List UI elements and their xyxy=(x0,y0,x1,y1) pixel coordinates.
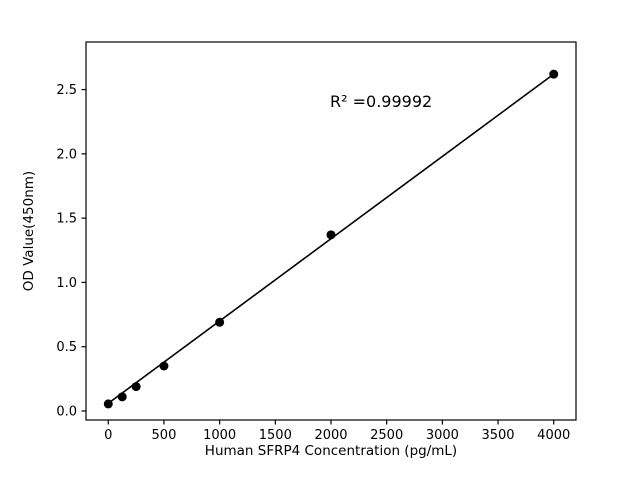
data-point xyxy=(117,392,127,402)
data-point xyxy=(215,317,225,327)
x-tick-label: 3500 xyxy=(481,428,514,443)
data-point xyxy=(131,382,141,392)
data-point xyxy=(103,399,113,409)
x-tick-label: 0 xyxy=(104,428,112,443)
y-tick-label: 0.5 xyxy=(56,340,77,355)
y-tick-label: 1.5 xyxy=(56,212,77,227)
r-squared-annotation: R² =0.99992 xyxy=(330,92,432,111)
data-point xyxy=(549,69,559,79)
x-tick-label: 2500 xyxy=(370,428,403,443)
data-point xyxy=(159,361,169,371)
y-tick-label: 0.0 xyxy=(56,405,77,420)
y-tick-label: 2.0 xyxy=(56,147,77,162)
x-tick-label: 4000 xyxy=(537,428,570,443)
x-tick-label: 1000 xyxy=(203,428,236,443)
x-tick-label: 2000 xyxy=(314,428,347,443)
x-tick-label: 3000 xyxy=(426,428,459,443)
x-tick-label: 500 xyxy=(152,428,177,443)
y-tick-label: 2.5 xyxy=(56,83,77,98)
y-tick-label: 1.0 xyxy=(56,276,77,291)
x-tick-label: 1500 xyxy=(259,428,292,443)
y-axis-label: OD Value(450nm) xyxy=(21,171,37,291)
x-axis-label: Human SFRP4 Concentration (pg/mL) xyxy=(205,443,457,459)
data-point xyxy=(326,230,336,240)
